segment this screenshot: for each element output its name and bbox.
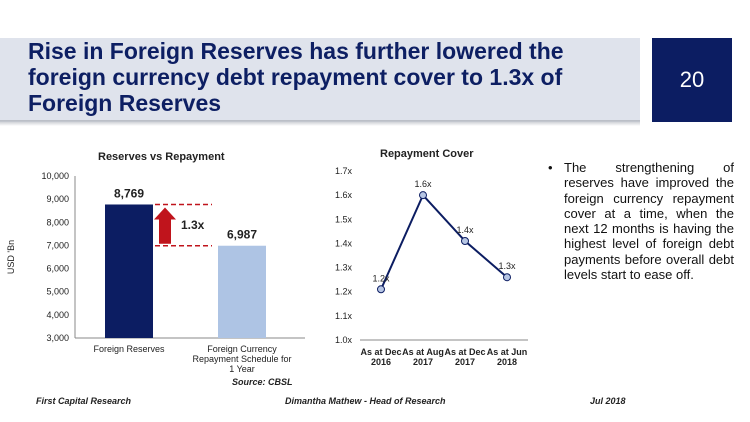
bullet-dot: •: [548, 160, 553, 175]
y-tick-label: 8,000: [46, 217, 69, 227]
bar: [218, 245, 266, 338]
y-tick-label: 6,000: [46, 264, 69, 274]
x-tick-label: 2018: [497, 357, 517, 367]
data-label: 1.4x: [456, 225, 474, 235]
bullet-text: The strengthening of reserves have impro…: [564, 160, 734, 283]
cover-annotation: 1.3x: [181, 218, 205, 232]
data-point: [419, 191, 427, 200]
y-tick-label: 5,000: [46, 287, 69, 297]
data-point: [503, 273, 511, 282]
y-tick-label: 1.5x: [335, 214, 353, 224]
data-point: [377, 285, 385, 294]
y-tick-label: 1.3x: [335, 263, 353, 273]
page-number: 20: [652, 38, 732, 122]
x-tick-label: 2017: [413, 357, 433, 367]
y-tick-label: 1.6x: [335, 190, 353, 200]
x-tick-label: As at Dec: [444, 347, 485, 357]
y-tick-label: 9,000: [46, 194, 69, 204]
x-tick-label: As at Aug: [402, 347, 444, 357]
data-label: 1.6x: [414, 179, 432, 189]
bar-chart-title: Reserves vs Repayment: [98, 151, 225, 163]
x-tick-label: 2016: [371, 357, 391, 367]
series-line: [380, 193, 508, 290]
line-chart-title: Repayment Cover: [380, 148, 474, 160]
data-point: [461, 237, 469, 246]
footer-center: Dimantha Mathew - Head of Research: [285, 396, 446, 406]
y-tick-label: 10,000: [41, 171, 69, 181]
data-label: 8,769: [114, 186, 144, 200]
source-note: Source: CBSL: [232, 377, 293, 387]
y-tick-label: 1.4x: [335, 238, 353, 248]
y-tick-label: 7,000: [46, 240, 69, 250]
y-tick-label: 1.2x: [335, 287, 353, 297]
x-tick-label: Foreign Reserves: [93, 344, 165, 354]
bar: [105, 204, 153, 338]
x-tick-label: Repayment Schedule for: [192, 354, 291, 364]
title-shadow: [0, 120, 640, 126]
y-tick-label: 1.0x: [335, 335, 353, 345]
x-tick-label: 2017: [455, 357, 475, 367]
footer-right: Jul 2018: [590, 396, 626, 406]
bar-chart: 3,000 4,000 5,000 6,000 7,000 8,000 9,000 10,00…: [6, 171, 305, 374]
y-tick-label: 4,000: [46, 310, 69, 320]
title-band: [0, 38, 640, 122]
x-tick-label: As at Dec: [360, 347, 401, 357]
slide-title: Rise in Foreign Reserves has further low…: [28, 38, 564, 116]
y-tick-label: 3,000: [46, 333, 69, 343]
data-label: 1.3x: [498, 261, 516, 271]
y-axis-label: USD 'Bn: [6, 240, 16, 274]
x-tick-label: Foreign Currency: [207, 344, 277, 354]
y-tick-label: 1.1x: [335, 311, 353, 321]
data-label: 6,987: [227, 228, 257, 242]
footer-left: First Capital Research: [36, 396, 132, 406]
line-chart: 1.0x 1.1x 1.2x 1.3x 1.4x 1.5x 1.6x 1.7x 1.2x As a…: [335, 166, 528, 367]
y-tick-label: 1.7x: [335, 166, 353, 176]
x-tick-label: As at Jun: [487, 347, 528, 357]
up-arrow-icon: [154, 207, 176, 244]
x-tick-label: 1 Year: [229, 364, 255, 374]
commentary-bullet: • The strengthening of reserves have imp…: [548, 160, 734, 282]
data-label: 1.2x: [372, 273, 390, 283]
